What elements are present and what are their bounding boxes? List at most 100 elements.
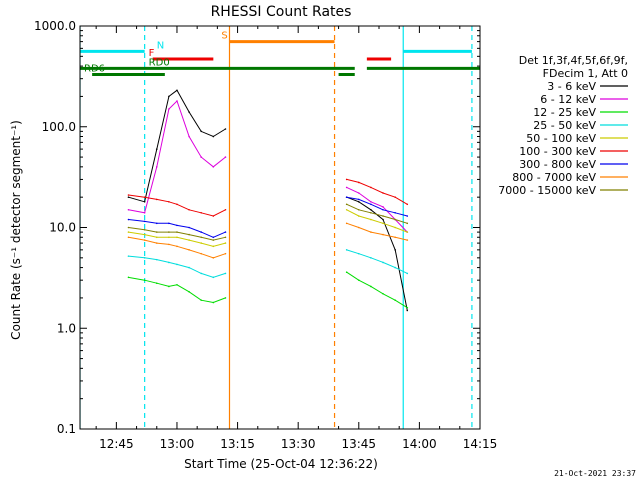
data-point	[394, 196, 396, 198]
data-point	[370, 218, 372, 221]
legend-entry-label: 12 - 25 keV	[533, 106, 596, 119]
data-point	[370, 203, 372, 206]
series	[127, 222, 409, 259]
data-point	[382, 215, 384, 217]
legend-entry-label: 300 - 800 keV	[519, 158, 596, 171]
data-point	[127, 194, 130, 196]
data-point	[176, 224, 178, 227]
data-point	[224, 297, 227, 299]
data-point	[176, 89, 178, 92]
data-point	[406, 203, 409, 206]
data-point	[176, 245, 178, 248]
x-tick-label: 13:00	[160, 437, 195, 451]
data-point	[224, 231, 227, 233]
data-point	[155, 198, 158, 201]
data-point	[168, 108, 170, 110]
x-tick-label: 13:45	[341, 437, 376, 451]
data-point	[127, 196, 130, 198]
data-point	[394, 226, 396, 229]
data-point	[176, 283, 178, 286]
x-tick-label: 13:30	[281, 437, 316, 451]
data-point	[212, 236, 215, 239]
data-point	[345, 208, 348, 211]
data-point	[212, 239, 215, 241]
state-bar-label: N	[157, 40, 164, 51]
data-point	[155, 236, 158, 239]
data-point	[168, 236, 170, 239]
data-point	[224, 208, 227, 211]
data-point	[176, 203, 178, 206]
data-point	[357, 200, 360, 203]
data-point	[394, 266, 396, 269]
data-point	[345, 196, 348, 198]
data-point	[188, 111, 190, 113]
x-axis: 12:45 13:00 13:15 13:30 13:45 14:00 14:15	[95, 26, 498, 451]
data-point	[370, 257, 372, 259]
data-point	[406, 239, 409, 241]
series	[127, 271, 409, 309]
y-tick-label: 1.0	[57, 321, 76, 335]
data-point	[188, 226, 190, 229]
data-point	[200, 231, 203, 233]
data-point	[345, 186, 348, 189]
data-point	[357, 279, 360, 281]
x-axis-label: Start Time (25-Oct-04 12:36:22)	[184, 457, 378, 471]
data-point	[188, 239, 190, 241]
data-point	[212, 135, 215, 138]
data-point	[212, 215, 215, 217]
data-point	[394, 218, 396, 221]
data-point	[345, 203, 348, 206]
data-point	[143, 228, 146, 231]
data-point	[176, 263, 178, 266]
data-point	[188, 135, 190, 138]
series	[127, 196, 409, 239]
data-point	[200, 299, 203, 301]
data-point	[168, 243, 170, 246]
y-axis: 0.1 1.0 10.0 100.0 1000.0	[34, 19, 480, 436]
data-point	[394, 299, 396, 301]
data-point	[357, 215, 360, 217]
data-point	[370, 231, 372, 233]
data-point	[224, 128, 227, 130]
legend-entry-label: 50 - 100 keV	[526, 132, 596, 145]
data-point	[224, 236, 227, 239]
data-point	[127, 226, 130, 229]
data-point	[406, 231, 409, 233]
data-point	[188, 249, 190, 251]
attenuator-state-bars: NF S RD0 RD6	[80, 31, 480, 77]
data-point	[127, 218, 130, 221]
data-point	[127, 208, 130, 211]
data-point	[382, 233, 384, 236]
series	[127, 249, 409, 279]
data-point	[382, 192, 384, 194]
data-point	[143, 239, 146, 241]
data-point	[357, 181, 360, 184]
data-point	[176, 100, 178, 102]
data-point	[200, 156, 203, 158]
chart-title: RHESSI Count Rates	[211, 4, 352, 20]
series-line	[346, 203, 408, 224]
data-point	[370, 186, 372, 189]
data-point	[212, 301, 215, 304]
data-point	[168, 222, 170, 225]
data-point	[155, 282, 158, 284]
data-point	[382, 206, 384, 208]
data-point	[224, 156, 227, 158]
data-point	[143, 220, 146, 223]
series-line	[346, 186, 408, 233]
data-point	[394, 211, 396, 214]
x-tick-label: 14:00	[402, 437, 437, 451]
data-point	[188, 233, 190, 236]
series-line	[346, 178, 408, 205]
series-line	[346, 209, 408, 233]
legend: Det 1f,3f,4f,5f,6f,9f,FDecim 1, Att 03 -…	[498, 54, 628, 197]
data-point	[345, 222, 348, 225]
data-point	[370, 208, 372, 211]
data-point	[127, 276, 130, 279]
x-tick-label: 14:15	[463, 437, 498, 451]
data-point	[200, 272, 203, 275]
series	[127, 178, 409, 217]
data-point	[406, 306, 409, 309]
data-point	[200, 242, 203, 244]
